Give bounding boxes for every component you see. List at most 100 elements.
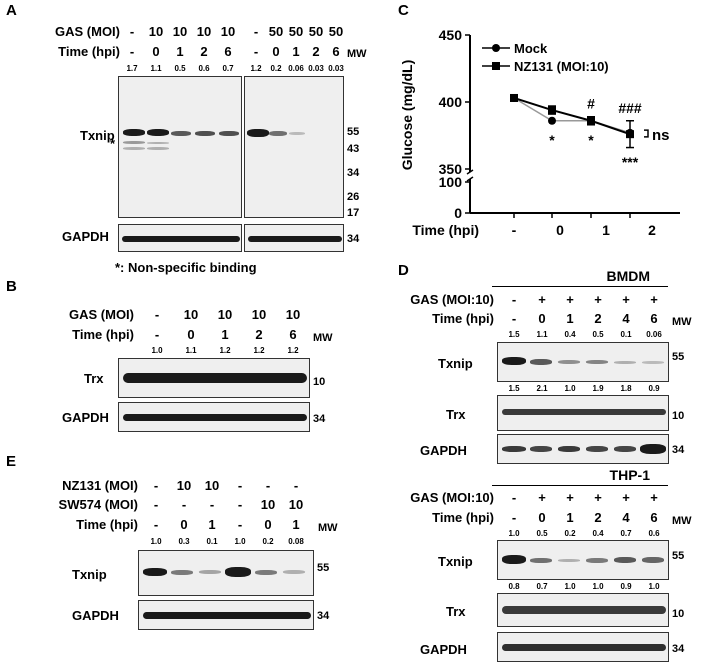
panel-e-density-row: 1.0 0.3 0.1 1.0 0.2 0.08 bbox=[142, 537, 310, 546]
panel-b-gas-label: GAS (MOI) bbox=[69, 307, 134, 322]
density-value: 0.4 bbox=[592, 529, 604, 538]
panel-a-right-density-row: 1.2 0.2 0.06 0.03 0.03 bbox=[246, 64, 346, 73]
panel-b-letter: B bbox=[6, 278, 17, 295]
density-value: 1.2 bbox=[253, 346, 265, 355]
thp1-title-rule bbox=[492, 485, 668, 486]
lane-value: 0 bbox=[187, 327, 195, 342]
density-value: 1.0 bbox=[564, 384, 576, 393]
density-value: 0.06 bbox=[288, 64, 304, 73]
lane-value: 1 bbox=[208, 517, 216, 532]
panel-a-nonspecific-star: * bbox=[110, 136, 116, 151]
lane-value: 10 bbox=[288, 497, 304, 512]
lane-value: - bbox=[237, 497, 243, 512]
density-value: 1.1 bbox=[536, 330, 548, 339]
thp1-trx-density-row: 0.8 0.7 1.0 1.0 0.9 1.0 bbox=[500, 582, 668, 591]
bmdm-trx-mw: 10 bbox=[672, 410, 685, 422]
lane-value: 0 bbox=[538, 510, 546, 525]
thp1-title: THP-1 bbox=[609, 467, 650, 483]
lane-value: 50 bbox=[328, 24, 344, 39]
lane-value: - bbox=[153, 478, 159, 493]
panel-a-right-time-row: - 0 1 2 6 bbox=[246, 44, 346, 59]
panel-a-footnote: *: Non-specific binding bbox=[115, 260, 257, 275]
thp1-gas-label: GAS (MOI:10) bbox=[410, 490, 494, 505]
lane-value: - bbox=[293, 478, 299, 493]
density-value: 0.9 bbox=[648, 384, 660, 393]
density-value: 0.7 bbox=[222, 64, 234, 73]
panel-a-gapdh-label: GAPDH bbox=[62, 229, 109, 244]
thp1-txnip-density-row: 1.0 0.5 0.2 0.4 0.7 0.6 bbox=[500, 529, 668, 538]
density-value: 1.0 bbox=[151, 346, 163, 355]
bmdm-gas-row: - + + + + + bbox=[500, 292, 668, 307]
lane-value: 10 bbox=[196, 24, 212, 39]
panel-d-letter: D bbox=[398, 262, 409, 279]
lane-value: + bbox=[650, 490, 658, 505]
lane-value: 6 bbox=[650, 311, 658, 326]
panel-e-time-row: - 0 1 - 0 1 bbox=[142, 517, 310, 532]
chart-ns-bracket bbox=[644, 129, 649, 138]
panel-b-trx-label: Trx bbox=[84, 371, 104, 386]
chart-x-tick-row: - 0 1 2 bbox=[491, 222, 675, 238]
density-value: 0.08 bbox=[288, 537, 304, 546]
lane-value: 10 bbox=[172, 24, 188, 39]
density-value: 0.2 bbox=[262, 537, 274, 546]
density-value: 0.1 bbox=[206, 537, 218, 546]
lane-value: - bbox=[265, 478, 271, 493]
density-value: 1.1 bbox=[150, 64, 162, 73]
panel-c-letter: C bbox=[398, 2, 409, 19]
bmdm-time-label: Time (hpi) bbox=[432, 311, 494, 326]
panel-e-letter: E bbox=[6, 453, 17, 470]
chart-point-nz131 bbox=[587, 116, 595, 125]
lane-value: - bbox=[154, 327, 160, 342]
panel-a-gapdh-blot-left bbox=[118, 224, 242, 252]
lane-value: + bbox=[650, 292, 658, 307]
bmdm-txnip-density-row: 1.5 1.1 0.4 0.5 0.1 0.06 bbox=[500, 330, 668, 339]
chart-legend-marker-nz131 bbox=[492, 62, 500, 70]
density-value: 0.5 bbox=[536, 529, 548, 538]
chart-axes bbox=[466, 35, 680, 218]
density-value: 0.5 bbox=[174, 64, 186, 73]
density-value: 0.3 bbox=[178, 537, 190, 546]
chart-x-tick: - bbox=[511, 222, 517, 238]
density-value: 0.9 bbox=[620, 582, 632, 591]
bmdm-title: BMDM bbox=[606, 268, 650, 284]
chart-y-tick-label: 100 bbox=[439, 174, 463, 190]
chart-x-axis-label: Time (hpi) bbox=[412, 222, 479, 238]
density-value: 0.2 bbox=[270, 64, 282, 73]
lane-value: + bbox=[594, 292, 602, 307]
chart-significance-star: * bbox=[549, 132, 555, 148]
bmdm-gas-label: GAS (MOI:10) bbox=[410, 292, 494, 307]
panel-e-txnip-mw: 55 bbox=[317, 562, 330, 574]
lane-value: - bbox=[511, 510, 517, 525]
lane-value: 50 bbox=[288, 24, 304, 39]
lane-value: - bbox=[253, 24, 259, 39]
lane-value: 4 bbox=[622, 510, 630, 525]
chart-series-lines bbox=[513, 97, 631, 136]
thp1-time-row: - 0 1 2 4 6 bbox=[500, 510, 668, 525]
chart-series-line-nz131 bbox=[513, 97, 631, 136]
chart-markers bbox=[510, 93, 634, 149]
bmdm-gapdh-mw: 34 bbox=[672, 444, 685, 456]
lane-value: 1 bbox=[176, 44, 184, 59]
panel-a-right-gas-row: - 50 50 50 50 bbox=[246, 24, 346, 39]
lane-value: 10 bbox=[204, 478, 220, 493]
lane-value: 0 bbox=[538, 311, 546, 326]
lane-value: + bbox=[622, 490, 630, 505]
chart-y-axis-label: Glucose (mg/dL) bbox=[399, 60, 415, 170]
lane-value: 10 bbox=[176, 478, 192, 493]
panel-a-txnip-blot-left bbox=[118, 76, 242, 218]
density-value: 0.03 bbox=[328, 64, 344, 73]
chart-ns-label: ns bbox=[652, 127, 670, 144]
density-value: 0.6 bbox=[198, 64, 210, 73]
panel-a-gas-label: GAS (MOI) bbox=[55, 24, 120, 39]
density-value: 0.1 bbox=[620, 330, 632, 339]
panel-a-mw-marker: 17 bbox=[347, 207, 360, 219]
density-value: 1.0 bbox=[150, 537, 162, 546]
panel-e-mw-label: MW bbox=[318, 522, 338, 534]
lane-value: + bbox=[566, 292, 574, 307]
density-value: 1.0 bbox=[648, 582, 660, 591]
chart-y-tick-label: 350 bbox=[439, 161, 463, 177]
panel-b-gapdh-mw: 34 bbox=[313, 413, 326, 425]
lane-value: 10 bbox=[183, 307, 199, 322]
panel-a-left-density-row: 1.7 1.1 0.5 0.6 0.7 bbox=[120, 64, 240, 73]
